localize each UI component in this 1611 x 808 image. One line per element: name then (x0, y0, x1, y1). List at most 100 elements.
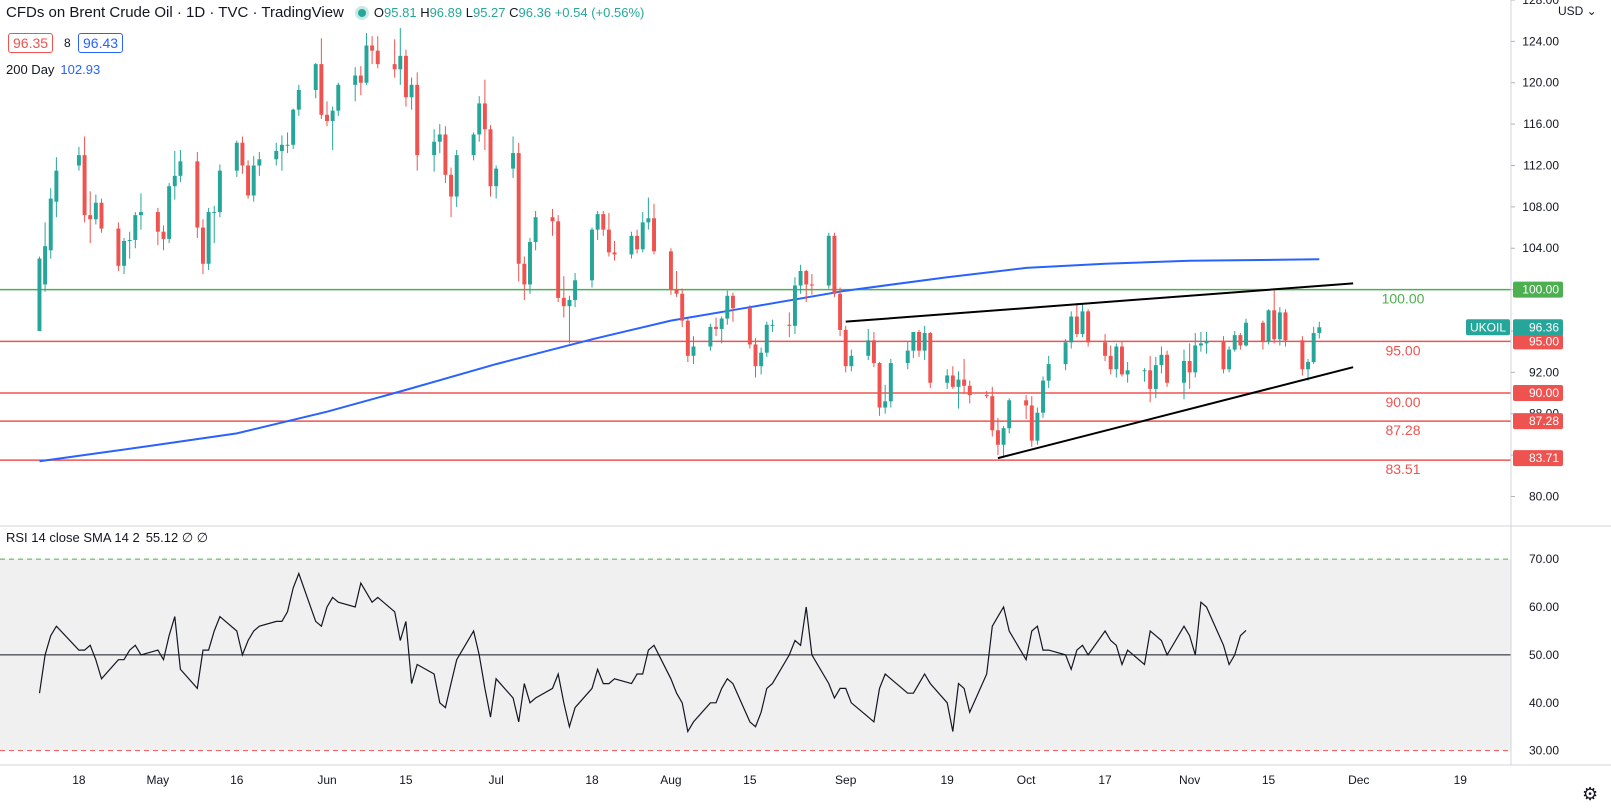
candle-body (1063, 342, 1068, 365)
candle-body (708, 326, 713, 347)
buy-price-button[interactable]: 96.43 (78, 33, 124, 53)
candle-body (1001, 428, 1006, 445)
candle-body (871, 340, 876, 364)
sell-price-button[interactable]: 96.35 (8, 33, 54, 53)
candle-body (1114, 346, 1119, 370)
candle-body (206, 212, 211, 264)
gear-icon[interactable]: ⚙ (1582, 784, 1599, 804)
price-tick-label: 80.00 (1529, 489, 1559, 503)
time-tick-label: Jun (317, 773, 336, 787)
time-tick-label: 15 (1262, 773, 1276, 787)
ma-legend[interactable]: 200 Day 102.93 (6, 62, 100, 77)
candle-body (488, 129, 493, 187)
time-tick-label: Oct (1017, 773, 1036, 787)
candle-body (753, 344, 758, 367)
candle-body (212, 212, 217, 214)
candle-body (99, 202, 104, 229)
ma-line (39, 258, 1320, 463)
candle-body (364, 45, 369, 83)
high-label: H (420, 5, 430, 20)
candle-body (375, 50, 380, 65)
trendline[interactable] (997, 366, 1354, 460)
symbol-title[interactable]: CFDs on Brent Crude Oil · 1D · TVC · Tra… (6, 4, 344, 21)
candle-body (770, 324, 775, 326)
market-status-icon (357, 8, 366, 17)
candle-body (200, 227, 205, 264)
candle-body (905, 350, 910, 364)
symbol-tag-label: UKOIL (1470, 320, 1506, 334)
rsi-legend-extra: ∅ ∅ (181, 530, 209, 545)
candle-body (48, 198, 53, 251)
candle-body (167, 186, 172, 239)
candle-body (330, 110, 335, 122)
level-label: 95.00 (1385, 342, 1420, 358)
rsi-series-line (38, 571, 1247, 734)
candle-body (1125, 370, 1130, 375)
candle-body (629, 235, 634, 255)
candle-body (849, 355, 854, 367)
axes[interactable]: 80.0084.0088.0092.0096.00100.00104.00108… (0, 0, 1611, 787)
candle-body (1029, 405, 1034, 441)
candle-body (370, 45, 375, 51)
currency-menu[interactable]: USD ⌄ (1558, 4, 1597, 18)
trendlines[interactable] (845, 282, 1354, 460)
candle-body (528, 242, 532, 285)
candle-body (832, 235, 837, 294)
candle-body (759, 352, 764, 367)
candle-body (787, 324, 792, 326)
candle-body (155, 212, 160, 232)
candle-body (516, 153, 521, 264)
candle-body (668, 251, 673, 290)
candle-body (691, 346, 696, 356)
candle-body (1035, 412, 1040, 441)
horizontal-levels[interactable]: 100.00 95.00 90.00 87.28 83.51 (0, 288, 1511, 478)
candle-body (251, 165, 256, 196)
rsi-legend[interactable]: RSI 14 close SMA 14 2 55.12 ∅ ∅ (6, 530, 208, 546)
candle-body (550, 217, 555, 222)
candle-body (685, 320, 690, 356)
time-tick-label: Nov (1179, 773, 1200, 787)
candle-body (494, 168, 499, 187)
candle-body (1300, 340, 1305, 370)
candle-body (640, 222, 645, 250)
candle-body (1046, 364, 1051, 381)
candle-body (674, 289, 679, 294)
level-axis-badge-label: 87.28 (1529, 414, 1559, 428)
time-tick-label: Jul (488, 773, 503, 787)
candle-body (522, 263, 527, 285)
change-value: +0.54 (+0.56%) (554, 5, 645, 20)
low-label: L (465, 5, 473, 20)
candle-body (133, 215, 138, 240)
level-axis-badge (1513, 333, 1563, 350)
candle-body (1317, 327, 1322, 333)
candle-body (1103, 342, 1108, 356)
candle-body (313, 64, 318, 90)
price-tick-label: 108.00 (1522, 200, 1559, 214)
candle-body (1159, 354, 1164, 366)
rsi-tick-label: 30.00 (1529, 744, 1559, 758)
candle-body (567, 299, 572, 307)
candle-body (1007, 400, 1012, 429)
candle-body (88, 215, 93, 220)
rsi-tick-label: 70.00 (1529, 552, 1559, 566)
time-tick-label: 19 (1454, 773, 1468, 787)
candle-body (454, 155, 459, 197)
candle-body (1272, 310, 1277, 340)
candle-body (990, 396, 995, 431)
candle-body (319, 64, 324, 115)
candle-body (866, 340, 871, 356)
candle-body (792, 285, 797, 326)
time-tick-label: 18 (585, 773, 599, 787)
candle-body (719, 318, 724, 329)
candle-body (556, 221, 561, 298)
candlestick-series (37, 27, 1322, 458)
chart-header: CFDs on Brent Crude Oil · 1D · TVC · Tra… (6, 4, 644, 21)
time-tick-label: 18 (72, 773, 86, 787)
trendline[interactable] (845, 282, 1354, 323)
candle-body (1232, 335, 1237, 350)
level-label: 87.28 (1385, 422, 1420, 438)
candle-body (1108, 355, 1113, 370)
candle-body (561, 297, 566, 307)
candle-body (635, 235, 640, 250)
